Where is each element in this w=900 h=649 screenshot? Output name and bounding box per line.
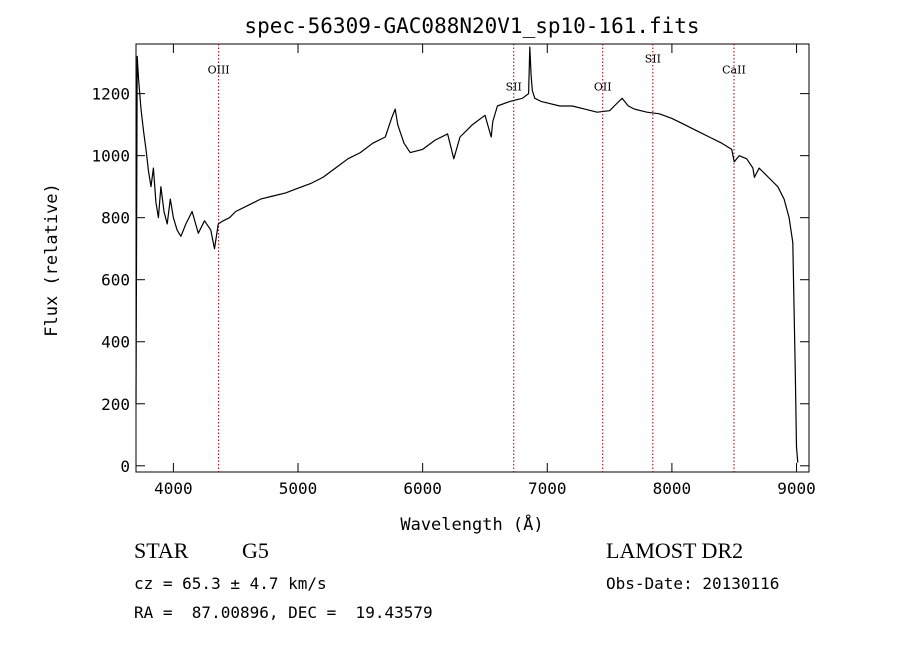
coordinates-readout: RA = 87.00896, DEC = 19.43579	[134, 603, 433, 622]
y-axis-label: Flux (relative)	[42, 183, 62, 337]
x-tick-label-1: 5000	[279, 479, 318, 498]
object-subclass: G5	[242, 538, 269, 563]
x-tick-label-4: 8000	[653, 479, 692, 498]
y-tick-label-5: 1000	[91, 147, 130, 166]
spectrum-series	[135, 46, 799, 463]
object-class: STAR	[134, 538, 189, 563]
line-marker-label-3: SII	[645, 53, 661, 66]
x-tick-label-5: 9000	[777, 479, 816, 498]
survey-name: LAMOST DR2	[606, 538, 744, 563]
y-tick-label-6: 1200	[91, 85, 130, 104]
line-marker-label-4: CaII	[722, 63, 746, 76]
x-tick-label-0: 4000	[154, 479, 193, 498]
y-tick-label-0: 0	[120, 457, 130, 476]
spectral-line-markers: OIII SII OII SII CaII	[208, 44, 746, 472]
plot-frame	[135, 43, 810, 473]
axes-frame	[135, 43, 810, 473]
x-tick-label-3: 7000	[528, 479, 567, 498]
chart-title: spec-56309-GAC088N20V1_sp10-161.fits	[244, 14, 699, 38]
y-tick-label-2: 400	[101, 333, 130, 352]
redshift-readout: cz = 65.3 ± 4.7 km/s	[134, 574, 327, 593]
axis-ticks: 4000 5000 6000 7000 8000 9000 0 200 400 600 800 100…	[91, 44, 816, 498]
line-marker-label-2: OII	[594, 81, 612, 94]
line-marker-label-0: OIII	[208, 63, 230, 76]
y-tick-label-3: 600	[101, 271, 130, 290]
spectrum-line-0	[135, 46, 799, 463]
observation-date: Obs-Date: 20130116	[606, 574, 780, 593]
x-tick-label-2: 6000	[403, 479, 442, 498]
y-tick-label-1: 200	[101, 395, 130, 414]
x-axis-label: Wavelength (Å)	[400, 513, 543, 535]
y-tick-label-4: 800	[101, 209, 130, 228]
line-marker-label-1: SII	[506, 81, 522, 94]
